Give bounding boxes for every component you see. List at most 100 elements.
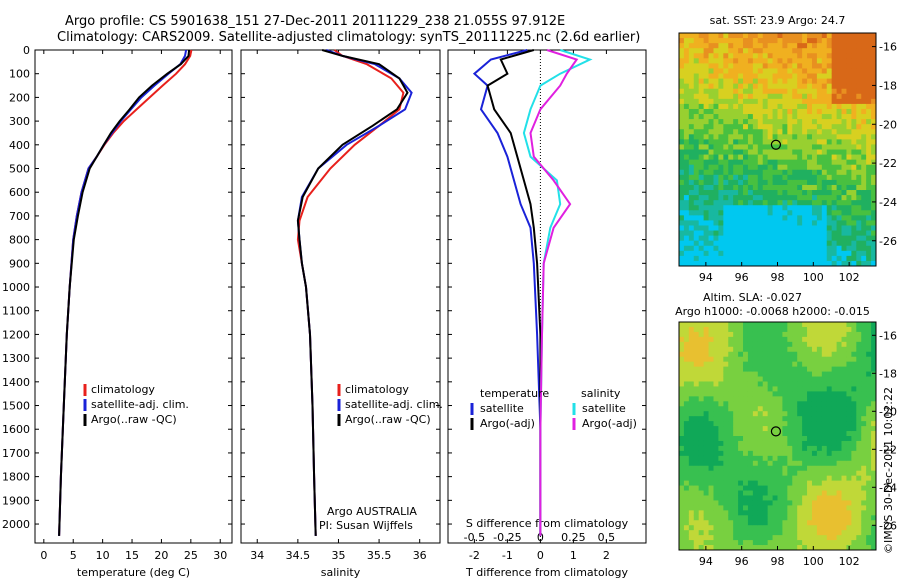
heatmap-cell bbox=[728, 260, 734, 267]
heatmap-cell bbox=[743, 195, 749, 201]
heatmap-cell bbox=[846, 88, 852, 95]
y-tick-label: -22 bbox=[879, 157, 897, 170]
heatmap-cell bbox=[797, 235, 803, 242]
heatmap-cell bbox=[718, 520, 724, 526]
heatmap-cell bbox=[743, 43, 749, 49]
heatmap-cell bbox=[807, 103, 813, 110]
heatmap-cell bbox=[816, 440, 823, 447]
heatmap-cell bbox=[802, 33, 808, 39]
heatmap-cell bbox=[816, 190, 823, 196]
heatmap-cell bbox=[752, 485, 759, 491]
heatmap-cell bbox=[743, 475, 749, 482]
heatmap-cell bbox=[713, 73, 719, 79]
heatmap-cell bbox=[831, 386, 837, 392]
heatmap-cell bbox=[787, 48, 793, 54]
heatmap-cell bbox=[708, 411, 714, 417]
heatmap-cell bbox=[728, 139, 734, 145]
heatmap-cell bbox=[802, 426, 808, 432]
heatmap-cell bbox=[782, 475, 788, 482]
heatmap-cell bbox=[821, 396, 828, 402]
heatmap-cell bbox=[811, 535, 818, 541]
heatmap-cell bbox=[821, 386, 828, 392]
heatmap-cell bbox=[856, 445, 862, 452]
heatmap-cell bbox=[811, 114, 818, 120]
heatmap-cell bbox=[698, 210, 705, 216]
heatmap-cell bbox=[723, 500, 729, 506]
heatmap-cell bbox=[703, 154, 709, 161]
heatmap-cell bbox=[743, 465, 749, 472]
heatmap-cell bbox=[679, 455, 685, 462]
heatmap-cell bbox=[821, 515, 828, 521]
heatmap-cell bbox=[738, 144, 744, 150]
heatmap-cell bbox=[743, 515, 749, 521]
heatmap-cell bbox=[757, 235, 764, 242]
heatmap-cell bbox=[679, 406, 685, 412]
heatmap-cell bbox=[871, 450, 877, 457]
heatmap-cell bbox=[738, 460, 744, 467]
heatmap-cell bbox=[792, 240, 798, 247]
heatmap-cell bbox=[856, 475, 862, 482]
heatmap-cell bbox=[718, 381, 724, 387]
heatmap-cell bbox=[777, 406, 783, 412]
heatmap-cell bbox=[866, 336, 872, 343]
heatmap-cell bbox=[807, 159, 813, 166]
heatmap-cell bbox=[841, 381, 847, 387]
heatmap-cell bbox=[708, 520, 714, 526]
heatmap-cell bbox=[703, 129, 709, 135]
heatmap-cell bbox=[772, 205, 778, 211]
heatmap-cell bbox=[807, 240, 813, 247]
heatmap-cell bbox=[733, 98, 739, 105]
heatmap-cell bbox=[831, 250, 837, 257]
heatmap-cell bbox=[777, 48, 783, 54]
heatmap-cell bbox=[826, 341, 833, 348]
heatmap-cell bbox=[743, 33, 749, 39]
heatmap-cell bbox=[866, 401, 872, 407]
heatmap-cell bbox=[836, 341, 842, 348]
heatmap-cell bbox=[787, 535, 793, 541]
panel-salinity: 34 34.5 35 35.5 36salinityclimatologysatelli… bbox=[240, 49, 443, 579]
heatmap-cell bbox=[802, 421, 808, 427]
heatmap-cell bbox=[831, 164, 837, 171]
heatmap-cell bbox=[693, 530, 700, 536]
heatmap-cell bbox=[807, 124, 813, 130]
heatmap-cell bbox=[871, 190, 877, 196]
heatmap-cell bbox=[757, 495, 764, 501]
heatmap-cell bbox=[782, 48, 788, 54]
heatmap-cell bbox=[772, 421, 778, 427]
heatmap-cell bbox=[841, 505, 847, 511]
heatmap-cell bbox=[713, 184, 719, 191]
heatmap-cell bbox=[851, 205, 857, 211]
heatmap-cell bbox=[826, 510, 833, 516]
heatmap-cell bbox=[831, 159, 837, 166]
heatmap-cell bbox=[787, 260, 793, 267]
heatmap-cell bbox=[851, 169, 857, 176]
heatmap-cell bbox=[718, 440, 724, 447]
heatmap-cell bbox=[713, 154, 719, 161]
heatmap-cell bbox=[693, 356, 700, 363]
heatmap-cell bbox=[752, 391, 759, 397]
heatmap-cell bbox=[826, 103, 833, 110]
heatmap-cell bbox=[797, 341, 803, 348]
heatmap-cell bbox=[733, 381, 739, 387]
heatmap-cell bbox=[787, 351, 793, 358]
heatmap-cell bbox=[841, 88, 847, 95]
heatmap-cell bbox=[787, 485, 793, 491]
heatmap-cell bbox=[752, 436, 759, 442]
heatmap-cell bbox=[846, 255, 852, 262]
heatmap-cell bbox=[757, 139, 764, 145]
heatmap-cell bbox=[787, 225, 793, 231]
heatmap-cell bbox=[718, 455, 724, 462]
heatmap-cell bbox=[718, 240, 724, 247]
heatmap-cell bbox=[718, 195, 724, 201]
heatmap-cell bbox=[846, 436, 852, 442]
heatmap-cell bbox=[743, 351, 749, 358]
heatmap-cell bbox=[698, 134, 705, 140]
heatmap-cell bbox=[703, 465, 709, 472]
heatmap-cell bbox=[787, 450, 793, 457]
legend-label: Argo(..raw -QC) bbox=[345, 413, 431, 426]
heatmap-cell bbox=[772, 460, 778, 467]
heatmap-cell bbox=[728, 440, 734, 447]
heatmap-cell bbox=[866, 149, 872, 155]
heatmap-cell bbox=[693, 205, 700, 211]
heatmap-cell bbox=[821, 371, 828, 377]
